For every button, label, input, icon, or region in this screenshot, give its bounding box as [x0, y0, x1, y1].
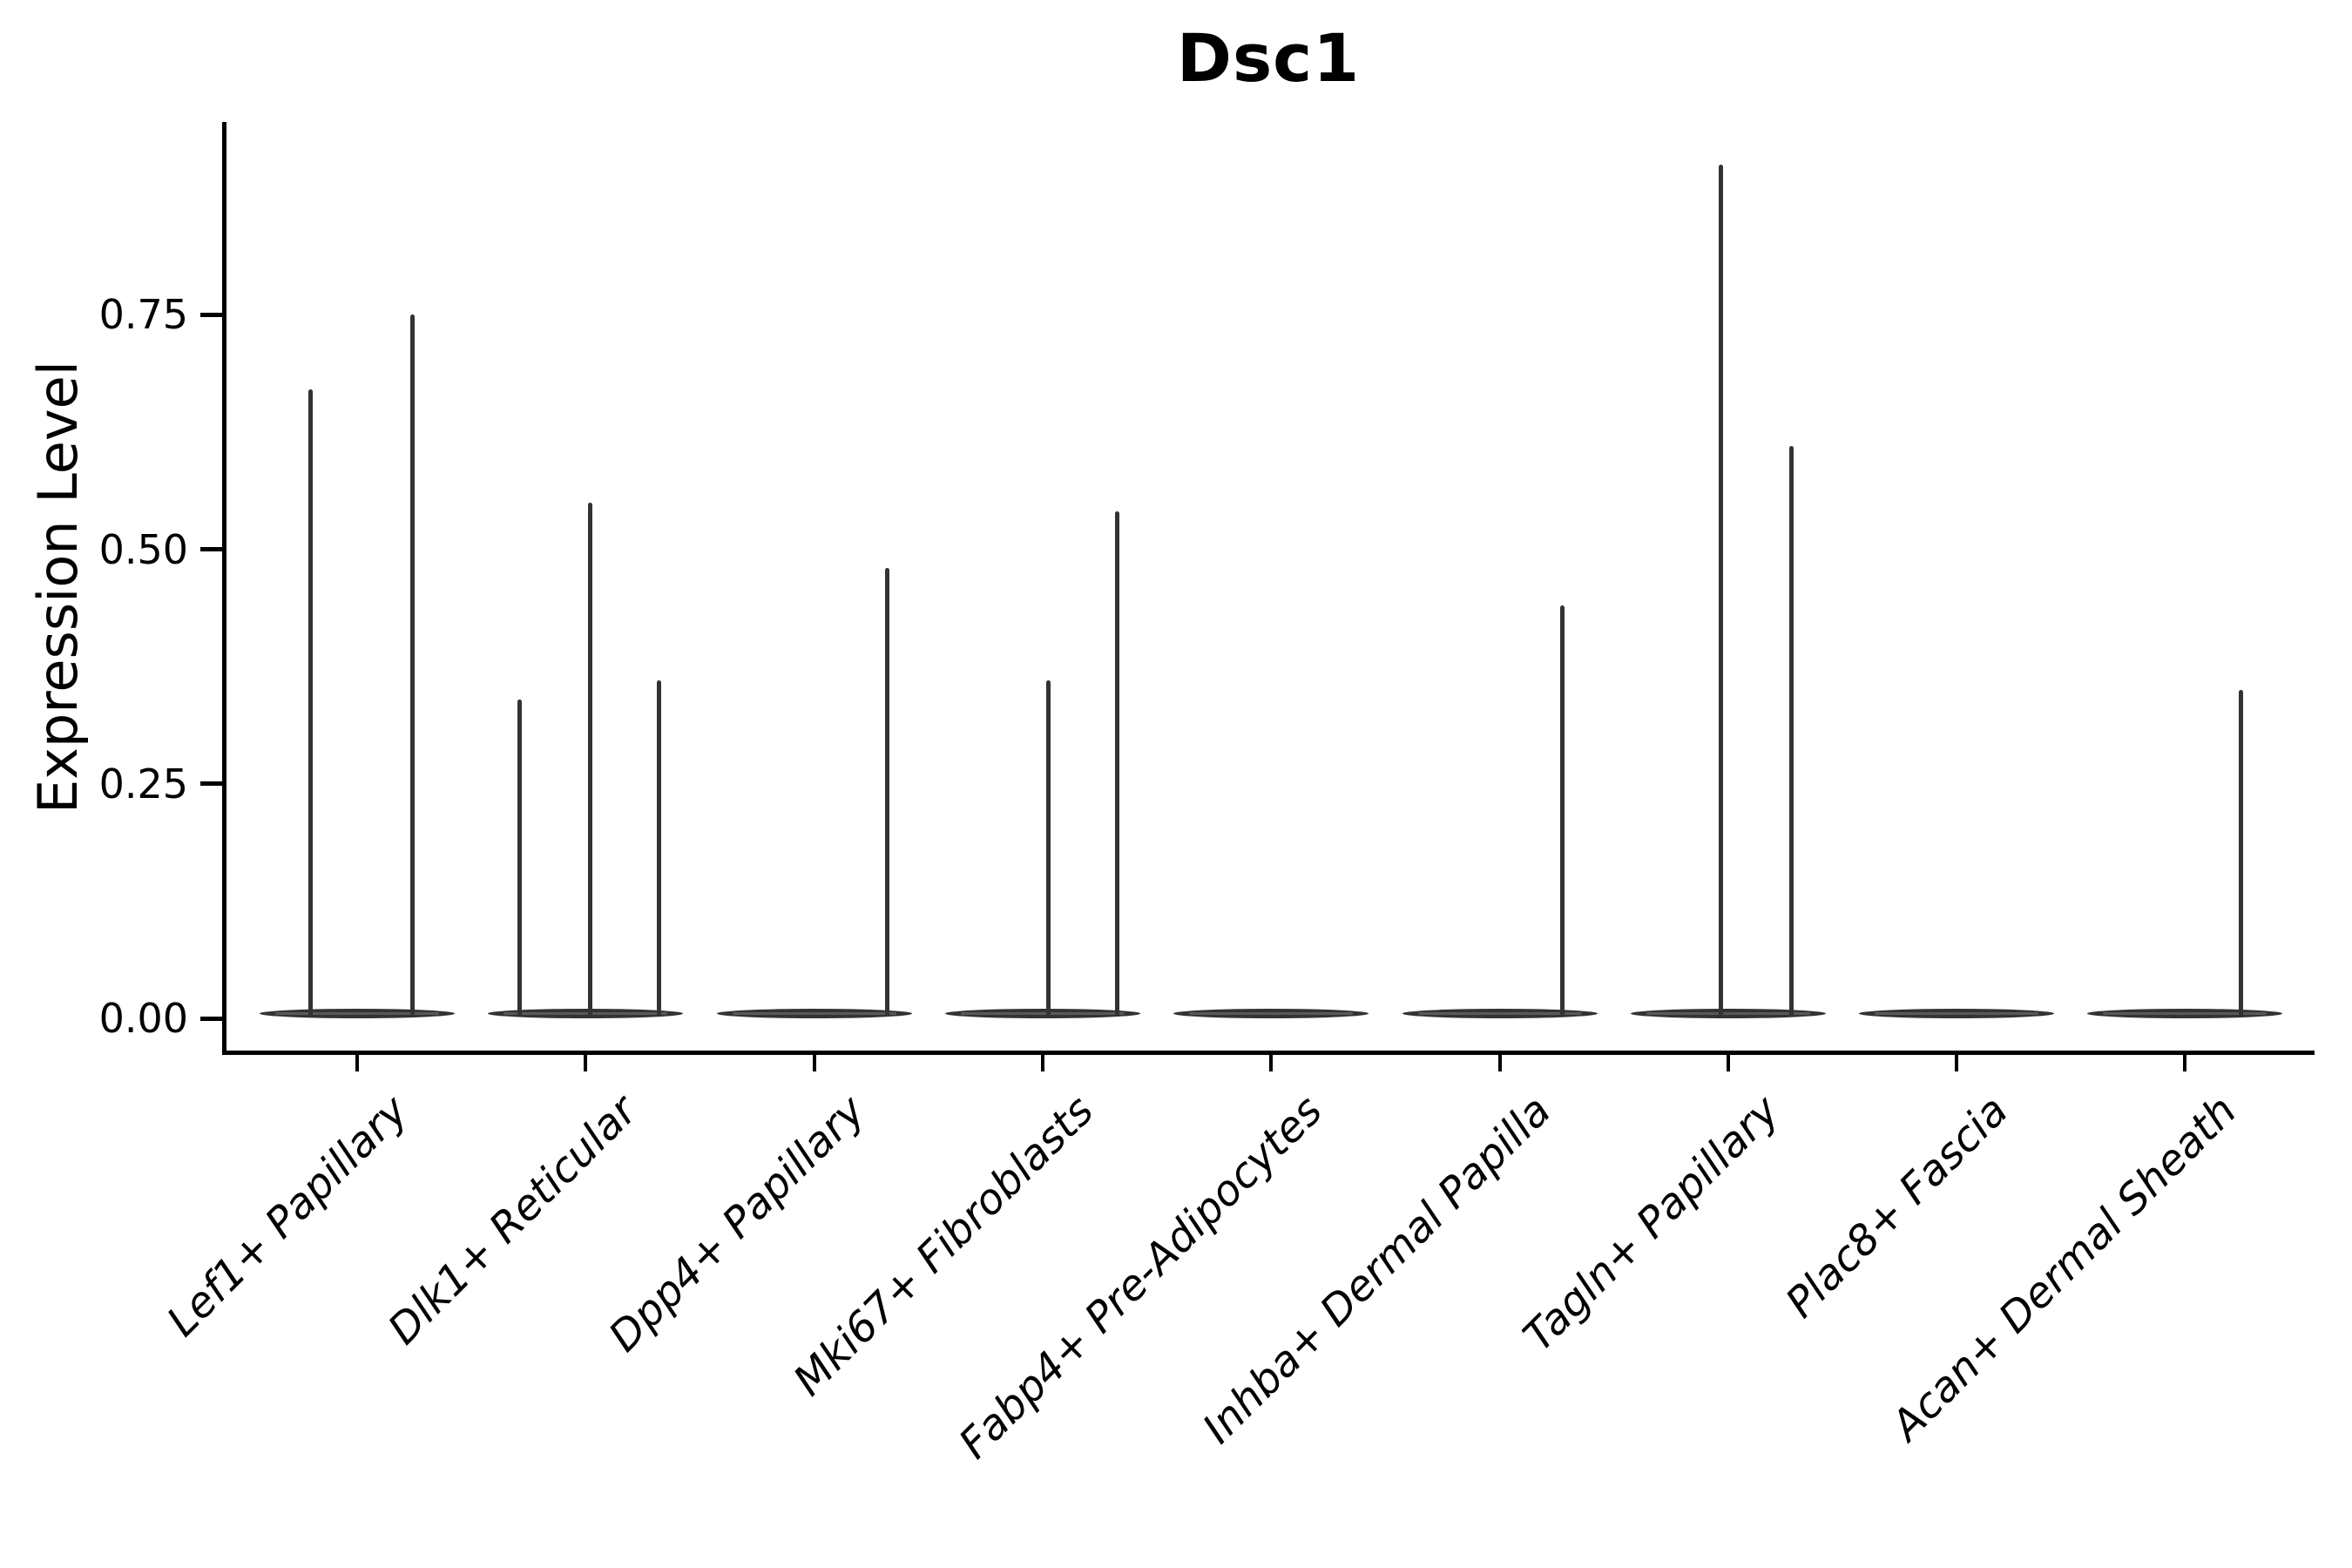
violin-baseline-highlight: [732, 1011, 896, 1015]
violin-spike: [587, 502, 592, 1017]
violin-spike: [1115, 511, 1120, 1017]
y-tick-label: 0.50: [98, 525, 188, 573]
x-tick-mark: [1497, 1052, 1502, 1071]
x-tick-mark: [355, 1052, 359, 1071]
x-tick-mark: [584, 1052, 588, 1071]
y-tick-mark: [200, 312, 223, 317]
y-axis-spine: [222, 122, 226, 1055]
y-tick-label: 0.75: [98, 291, 188, 339]
x-axis-spine: [222, 1051, 2315, 1055]
chart-title: Dsc1: [1176, 19, 1361, 97]
violin-baseline-highlight: [960, 1011, 1125, 1015]
violin-spike: [2238, 690, 2243, 1017]
y-tick-mark: [200, 1016, 223, 1021]
x-tick-mark: [2183, 1052, 2187, 1071]
violin-baseline-highlight: [2103, 1011, 2268, 1015]
x-tick-label: Dlk1+ Reticular: [378, 1086, 646, 1355]
violin-spike: [885, 568, 890, 1017]
x-tick-mark: [1269, 1052, 1274, 1071]
violin-baseline-highlight: [1189, 1011, 1354, 1015]
violin-spike: [1560, 605, 1565, 1017]
violin-spike: [656, 680, 661, 1017]
violin-spike: [409, 314, 415, 1017]
x-tick-mark: [1726, 1052, 1730, 1071]
y-axis-label: Expression Level: [26, 361, 90, 814]
y-tick-label: 0.25: [98, 760, 188, 808]
y-tick-mark: [200, 781, 223, 787]
violin-spike: [1719, 164, 1724, 1017]
violin-spike: [1789, 446, 1794, 1017]
violin-spike: [1046, 680, 1051, 1017]
violin-baseline-highlight: [275, 1011, 439, 1015]
violin-baseline-highlight: [1875, 1011, 2039, 1015]
x-tick-mark: [1040, 1052, 1044, 1071]
x-tick-mark: [1955, 1052, 1959, 1071]
y-tick-mark: [200, 547, 223, 551]
y-tick-label: 0.00: [98, 995, 188, 1042]
violin-spike: [308, 389, 313, 1017]
violin-baseline-highlight: [1646, 1011, 1810, 1015]
x-tick-label: Lef1+ Papillary: [158, 1086, 418, 1347]
violin-spike: [517, 699, 522, 1017]
x-tick-label: Tagln+ Papillary: [1514, 1086, 1789, 1362]
x-tick-mark: [812, 1052, 816, 1071]
x-tick-label: Fabp4+ Pre-Adipocytes: [950, 1086, 1332, 1469]
x-tick-label: Plac8+ Fascia: [1776, 1086, 2017, 1328]
violin-baseline-highlight: [1417, 1011, 1582, 1015]
violin-baseline-highlight: [504, 1011, 668, 1015]
